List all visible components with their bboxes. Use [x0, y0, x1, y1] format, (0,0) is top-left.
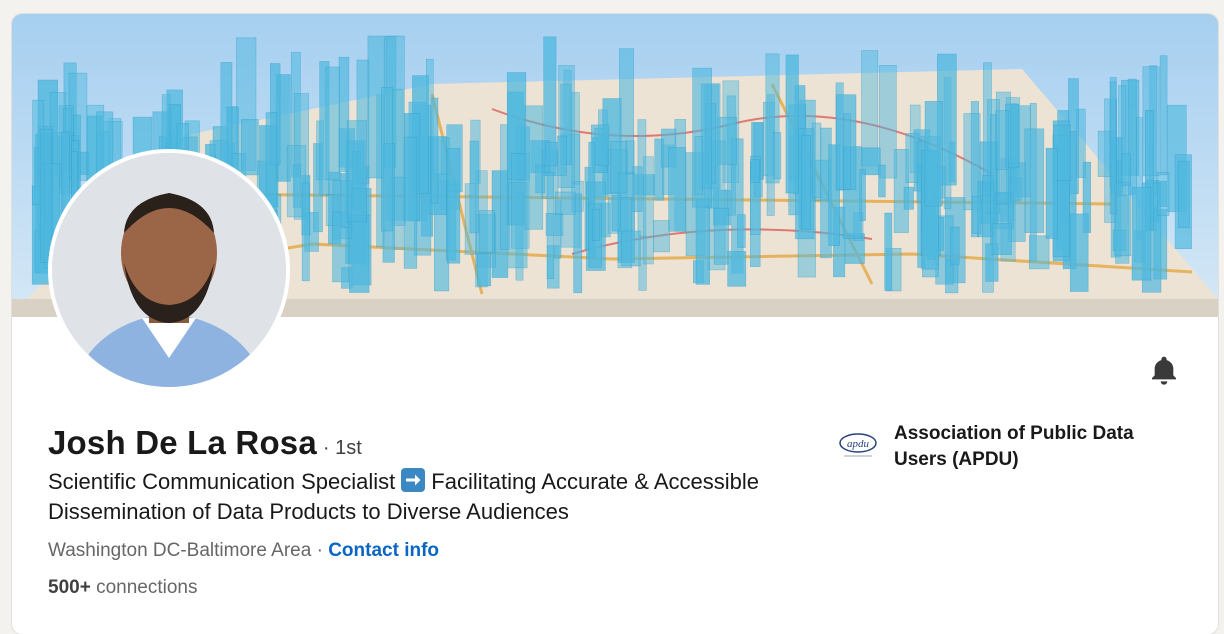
- connections-label: connections: [96, 577, 198, 598]
- current-organization[interactable]: apdu Association of Public Data Users (A…: [838, 421, 1164, 473]
- headline-title: Scientific Communication Specialist: [48, 469, 396, 494]
- organization-name: Association of Public Data Users (APDU): [894, 423, 1134, 470]
- svg-text:apdu: apdu: [847, 438, 870, 450]
- contact-info-link[interactable]: Contact info: [328, 540, 440, 561]
- notification-bell-button[interactable]: [1144, 350, 1184, 390]
- connection-degree: · 1st: [322, 437, 362, 459]
- profile-photo[interactable]: [48, 149, 290, 391]
- location-separator: ·: [316, 540, 323, 561]
- profile-card: Josh De La Rosa · 1st Scientific Communi…: [12, 14, 1218, 634]
- bell-icon: [1152, 356, 1176, 385]
- right-arrow-emoji-icon: [401, 468, 426, 492]
- profile-location: Washington DC-Baltimore Area: [48, 540, 312, 561]
- connections-count: 500+: [48, 577, 91, 598]
- connections-link[interactable]: 500+ connections: [48, 577, 197, 599]
- apdu-logo: apdu: [839, 433, 877, 457]
- profile-headline: Scientific Communication Specialist Facil…: [48, 467, 768, 527]
- headline-description: Facilitating Accurate & Accessible Disse…: [48, 469, 759, 524]
- profile-banner[interactable]: [12, 14, 1218, 317]
- name-row: Josh De La Rosa · 1st: [48, 424, 362, 462]
- profile-name: Josh De La Rosa: [48, 424, 317, 461]
- location-row: Washington DC-Baltimore Area · Contact i…: [48, 540, 439, 562]
